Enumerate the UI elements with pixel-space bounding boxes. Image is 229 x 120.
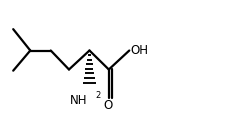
Text: O: O (104, 99, 113, 112)
Text: NH: NH (70, 94, 87, 107)
Text: OH: OH (131, 44, 148, 57)
Text: 2: 2 (95, 91, 100, 100)
